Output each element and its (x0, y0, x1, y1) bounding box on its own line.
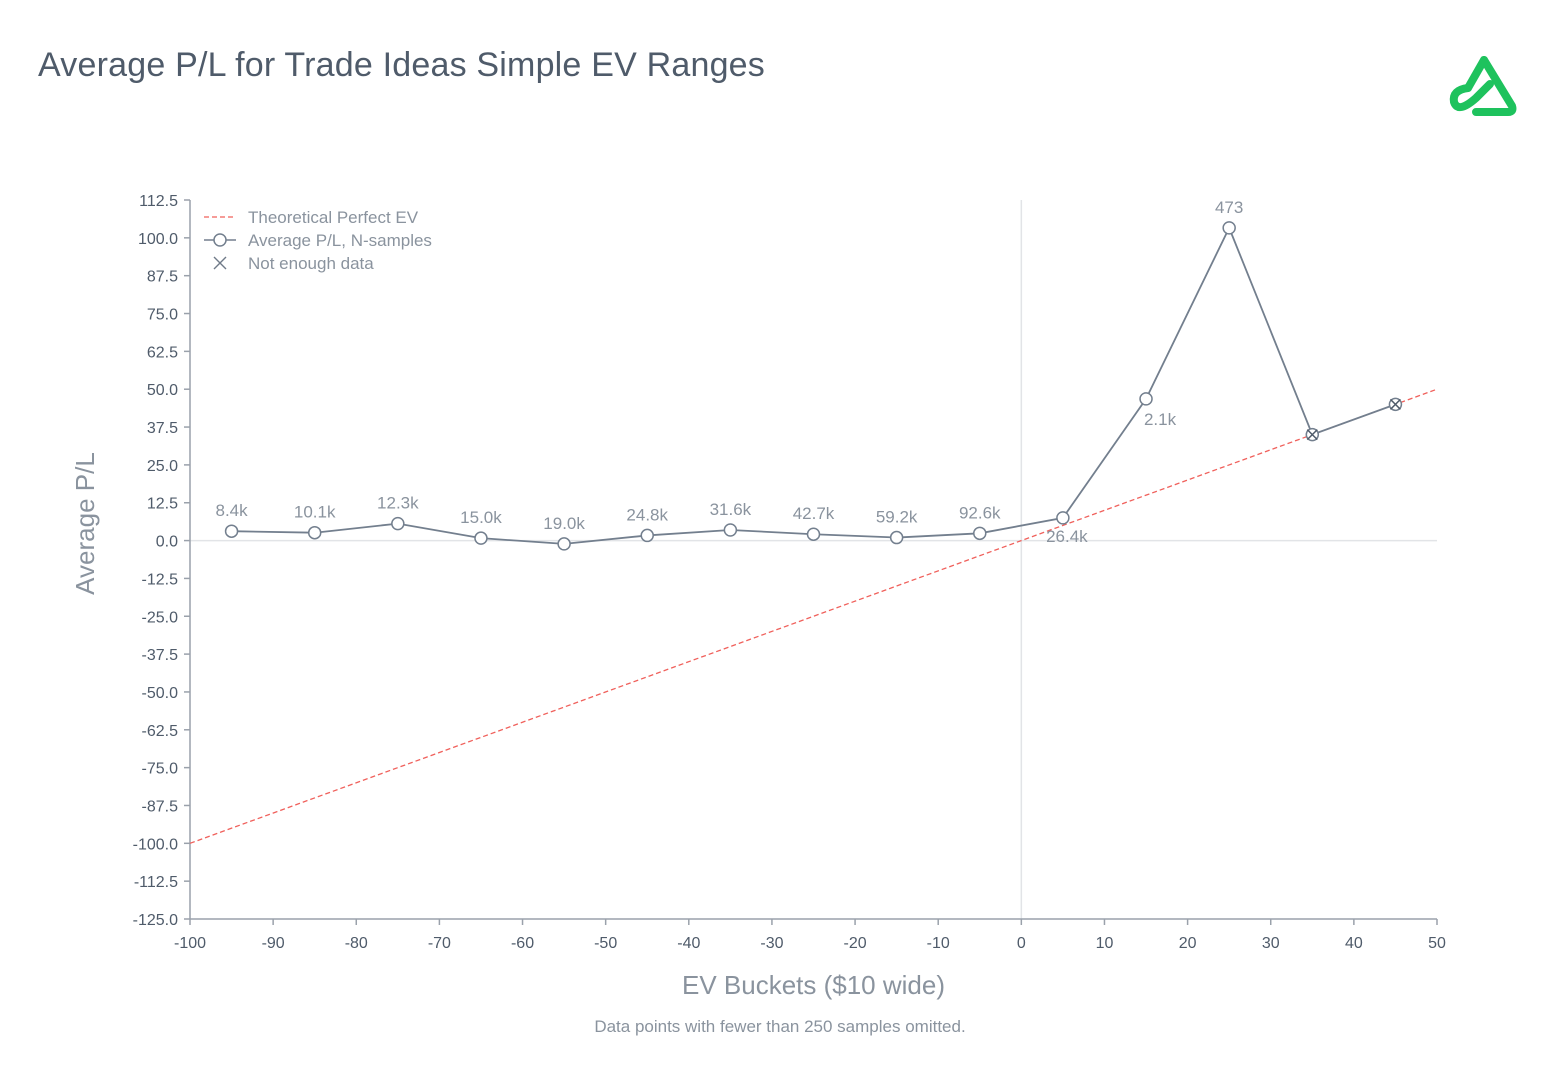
data-label: 24.8k (626, 505, 668, 524)
data-label: 8.4k (215, 501, 248, 520)
y-tick-label: 12.5 (147, 496, 178, 513)
y-tick-label: -125.0 (133, 912, 178, 929)
data-point (723, 523, 738, 537)
y-tick-label: 62.5 (147, 344, 178, 361)
data-label: 10.1k (294, 503, 336, 522)
data-label: 92.6k (959, 503, 1001, 522)
legend-marker-average (213, 233, 227, 247)
x-tick-label: -40 (677, 935, 700, 952)
y-tick-label: -112.5 (134, 874, 178, 891)
y-tick-label: 25.0 (147, 458, 178, 475)
x-tick-label: 40 (1345, 935, 1363, 952)
avg-pl-line-extension (1228, 227, 1396, 436)
x-tick-label: -60 (511, 935, 534, 952)
legend-label: Average P/L, N-samples (248, 231, 432, 250)
x-tick-label: -20 (844, 935, 867, 952)
x-tick-label: -30 (760, 935, 783, 952)
data-point (889, 530, 904, 545)
x-tick-label: -70 (428, 935, 451, 952)
data-point (806, 527, 821, 541)
data-label: 473 (1215, 198, 1243, 217)
data-label: 12.3k (377, 494, 419, 513)
data-point (1056, 511, 1070, 525)
x-tick-label: 20 (1179, 935, 1197, 952)
data-point (391, 516, 405, 531)
x-tick-label: 30 (1262, 935, 1280, 952)
y-tick-label: 37.5 (147, 420, 178, 437)
data-label: 26.4k (1046, 527, 1088, 546)
legend-label: Not enough data (248, 254, 374, 273)
data-point (224, 524, 239, 538)
data-point (973, 526, 987, 541)
x-axis-title: EV Buckets ($10 wide) (682, 970, 945, 1000)
data-label: 2.1k (1144, 410, 1177, 429)
x-tick-label: 0 (1017, 935, 1026, 952)
data-point (557, 537, 571, 551)
footnote: Data points with fewer than 250 samples … (594, 1017, 966, 1036)
y-tick-label: -100.0 (133, 836, 178, 853)
y-tick-label: -25.0 (142, 609, 179, 626)
legend-label: Theoretical Perfect EV (248, 208, 419, 227)
x-tick-label: 10 (1096, 935, 1114, 952)
x-tick-label: -80 (345, 935, 368, 952)
data-label: 15.0k (460, 508, 502, 527)
y-axis-title: Average P/L (70, 452, 100, 595)
brand-logo-icon (1449, 56, 1517, 116)
y-tick-label: 75.0 (147, 307, 178, 324)
x-tick-label: -10 (927, 935, 950, 952)
data-point (474, 531, 488, 545)
y-tick-label: -75.0 (142, 761, 179, 778)
x-tick-label: 50 (1428, 935, 1446, 952)
x-tick-label: -100 (174, 935, 206, 952)
y-tick-label: 0.0 (156, 534, 178, 551)
y-tick-label: -12.5 (142, 571, 179, 588)
data-point (640, 528, 654, 543)
y-tick-label: -87.5 (142, 798, 179, 815)
y-tick-label: 112.5 (139, 193, 178, 210)
y-tick-label: -62.5 (142, 723, 179, 740)
data-label: 59.2k (876, 508, 918, 527)
x-tick-label: -50 (594, 935, 617, 952)
theoretical-ev-line (189, 388, 1438, 844)
y-tick-label: -37.5 (142, 647, 179, 664)
y-tick-label: 87.5 (147, 269, 178, 286)
data-label: 31.6k (710, 500, 752, 519)
chart-title: Average P/L for Trade Ideas Simple EV Ra… (38, 46, 765, 84)
data-label: 42.7k (793, 504, 835, 523)
y-tick-label: 50.0 (147, 382, 178, 399)
y-tick-label: -50.0 (142, 685, 179, 702)
data-point (1139, 392, 1153, 406)
data-point (1222, 221, 1236, 235)
data-label: 19.0k (543, 514, 585, 533)
legend-swatch-not-enough-data (213, 256, 227, 270)
x-tick-label: -90 (262, 935, 285, 952)
y-tick-label: 100.0 (138, 231, 178, 248)
data-point (307, 525, 322, 540)
cross-marker (1306, 429, 1318, 441)
cross-marker (1389, 398, 1401, 410)
